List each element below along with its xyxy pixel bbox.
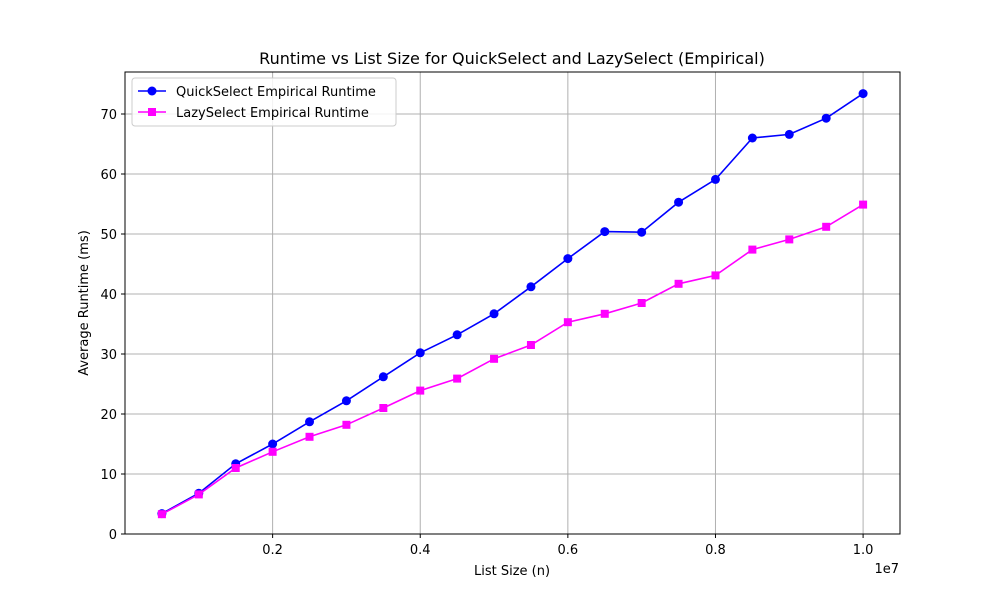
legend-label: LazySelect Empirical Runtime bbox=[176, 106, 369, 121]
x-tick-label: 0.6 bbox=[558, 543, 579, 558]
data-point-circle bbox=[563, 254, 573, 264]
data-point-circle bbox=[674, 197, 684, 207]
data-point-circle bbox=[489, 309, 499, 319]
y-tick-label: 10 bbox=[100, 468, 117, 483]
axis-ticks: 0.2 0.4 0.6 0.8 1.0 0 10 20 30 40 50 60 70 bbox=[100, 108, 873, 558]
data-point-circle bbox=[268, 439, 278, 449]
y-tick-label: 40 bbox=[100, 288, 117, 303]
x-tick-label: 0.4 bbox=[410, 543, 431, 558]
x-tick-label: 0.8 bbox=[705, 543, 726, 558]
legend-item: QuickSelect Empirical Runtime bbox=[138, 85, 376, 100]
grid bbox=[125, 72, 900, 535]
y-tick-label: 60 bbox=[100, 168, 117, 183]
y-tick-label: 20 bbox=[100, 408, 117, 423]
legend-label: QuickSelect Empirical Runtime bbox=[176, 85, 376, 100]
data-point-circle bbox=[378, 372, 388, 382]
data-point-square bbox=[785, 235, 794, 244]
series-line bbox=[161, 203, 864, 515]
data-point-square bbox=[157, 510, 166, 519]
data-point-circle bbox=[710, 174, 720, 184]
y-tick-label: 0 bbox=[109, 528, 117, 543]
legend-marker-square bbox=[148, 108, 156, 116]
legend: QuickSelect Empirical Runtime LazySelect … bbox=[131, 77, 397, 127]
y-tick-label: 50 bbox=[100, 228, 117, 243]
data-point-square bbox=[711, 271, 720, 280]
x-tick-label: 0.2 bbox=[262, 543, 283, 558]
x-tick-label: 1.0 bbox=[853, 543, 874, 558]
data-point-circle bbox=[600, 227, 610, 237]
data-point-square bbox=[526, 341, 535, 349]
data-point-square bbox=[268, 447, 277, 456]
legend-marker-circle bbox=[147, 86, 157, 96]
data-point-square bbox=[416, 386, 425, 395]
data-point-square bbox=[674, 279, 683, 288]
data-point-square bbox=[379, 404, 388, 412]
data-point-square bbox=[748, 245, 757, 254]
data-point-circle bbox=[784, 129, 794, 139]
series-layer bbox=[157, 89, 868, 519]
data-point-circle bbox=[858, 89, 868, 99]
data-point-square bbox=[453, 374, 462, 383]
data-point-square bbox=[822, 222, 831, 231]
data-point-square bbox=[600, 309, 609, 318]
data-point-square bbox=[342, 420, 351, 429]
series-line bbox=[161, 92, 864, 515]
data-point-circle bbox=[747, 133, 757, 143]
data-point-square bbox=[490, 354, 499, 363]
data-point-square bbox=[194, 490, 203, 499]
data-point-circle bbox=[821, 113, 831, 123]
data-point-square bbox=[305, 432, 314, 441]
chart-title: Runtime vs List Size for QuickSelect and… bbox=[259, 49, 765, 68]
data-point-square bbox=[637, 299, 646, 307]
data-point-circle bbox=[415, 348, 425, 358]
data-point-circle bbox=[341, 396, 351, 406]
data-point-square bbox=[859, 200, 868, 209]
legend-item: LazySelect Empirical Runtime bbox=[138, 106, 369, 121]
x-axis-label: List Size (n) bbox=[474, 564, 550, 579]
x-axis-offset-label: 1e7 bbox=[874, 562, 899, 577]
y-axis-label: Average Runtime (ms) bbox=[77, 230, 92, 376]
data-point-circle bbox=[305, 417, 315, 427]
y-tick-label: 70 bbox=[100, 108, 117, 123]
series-1 bbox=[157, 89, 868, 519]
data-point-square bbox=[563, 318, 572, 327]
series-2 bbox=[157, 200, 868, 519]
data-point-square bbox=[231, 464, 240, 472]
data-point-circle bbox=[526, 282, 536, 292]
plot-area-frame bbox=[124, 71, 901, 535]
data-point-circle bbox=[452, 330, 462, 340]
legend-box bbox=[131, 77, 397, 127]
data-point-circle bbox=[637, 227, 647, 237]
y-tick-label: 30 bbox=[100, 348, 117, 363]
